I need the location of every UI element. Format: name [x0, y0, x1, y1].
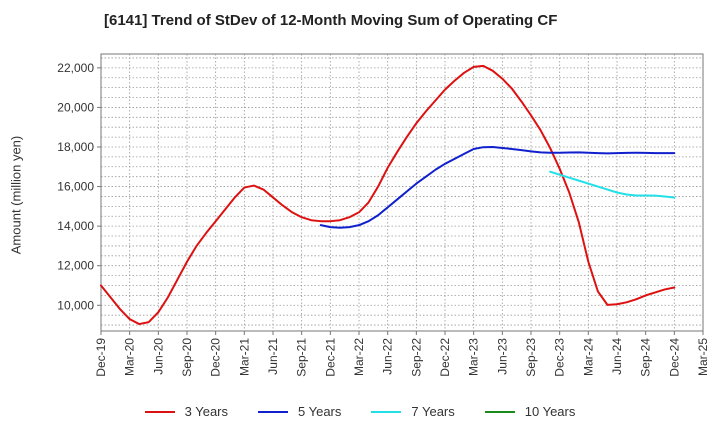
legend-item: 3 Years: [144, 404, 228, 419]
x-tick-label: Dec-23: [553, 338, 567, 377]
x-tick-label: Jun-24: [610, 338, 624, 375]
legend-item: 5 Years: [258, 404, 341, 419]
y-axis-title-box: Amount (million yen): [6, 130, 26, 260]
x-tick-label: Sep-22: [409, 338, 423, 377]
series-line-7-years: [549, 170, 676, 199]
plot-frame: [100, 53, 704, 332]
x-tick-label: Sep-21: [295, 338, 309, 377]
series-line-3-years: [100, 64, 676, 326]
y-tick-label: 22,000: [57, 61, 94, 75]
x-tick-label: Dec-24: [667, 338, 681, 377]
legend-item: 10 Years: [484, 404, 576, 419]
legend-swatch: [144, 410, 175, 413]
plot-background: [101, 54, 703, 331]
x-tick-label: Jun-23: [495, 338, 509, 375]
x-tick-label: Sep-23: [524, 338, 538, 377]
legend-swatch: [484, 410, 515, 413]
x-tick-label: Dec-21: [323, 338, 337, 377]
y-tick-label: 18,000: [57, 140, 94, 154]
x-tick-label: Mar-25: [696, 338, 710, 376]
legend-label: 7 Years: [411, 404, 455, 419]
x-tick-label: Jun-21: [266, 338, 280, 375]
legend-swatch: [258, 410, 288, 413]
y-tick-label: 20,000: [57, 100, 94, 114]
x-tick-label: Mar-22: [352, 338, 366, 376]
x-tick-label: Dec-19: [94, 338, 108, 377]
series-line-5-years: [319, 145, 676, 229]
chart-legend: 3 Years 5 Years 7 Years 10 Years: [0, 404, 720, 419]
y-axis-title: Amount (million yen): [8, 135, 24, 255]
legend-item: 7 Years: [371, 404, 455, 419]
y-tick-label: 10,000: [57, 298, 94, 312]
y-tick-label: 16,000: [57, 180, 94, 194]
x-tick-label: Mar-20: [123, 338, 137, 376]
chart-plot: 10,000 12,000 14,000 16,000 18,000 20,000 22,0…: [57, 53, 710, 377]
chart-title: [6141] Trend of StDev of 12-Month Moving…: [104, 12, 558, 29]
x-tick-label: Mar-23: [467, 338, 481, 376]
y-tick-label: 14,000: [57, 219, 94, 233]
x-tick-label: Jun-20: [151, 338, 165, 375]
x-tick-label: Jun-22: [381, 338, 395, 375]
x-tick-label: Dec-20: [209, 338, 223, 377]
x-tick-label: Mar-24: [581, 338, 595, 376]
legend-label: 10 Years: [524, 404, 576, 419]
x-tick-label: Mar-21: [237, 338, 251, 376]
legend-label: 5 Years: [298, 404, 342, 419]
y-tick-label: 12,000: [57, 259, 94, 273]
legend-label: 3 Years: [184, 404, 228, 419]
x-tick-label: Dec-22: [438, 338, 452, 377]
x-tick-label: Sep-24: [639, 338, 653, 377]
x-tick-label: Sep-20: [180, 338, 194, 377]
legend-swatch: [371, 410, 402, 413]
